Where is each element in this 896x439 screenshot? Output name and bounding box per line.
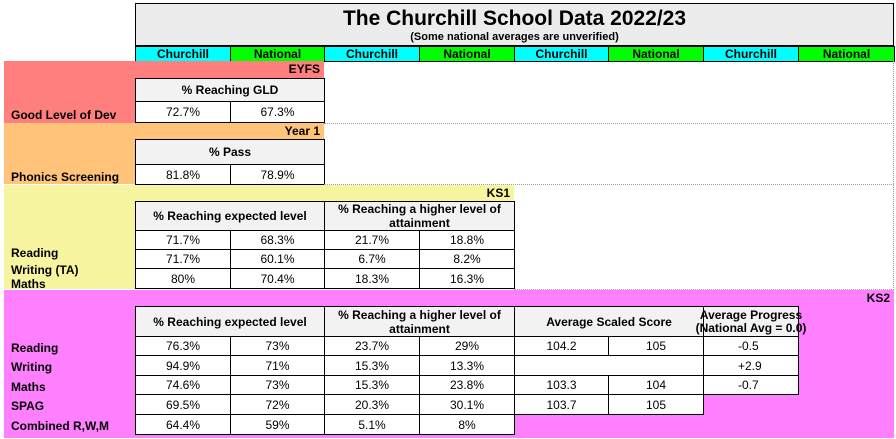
gridline: [324, 123, 894, 124]
ks1-value-cell: 68.3%: [230, 230, 325, 250]
ks2-value-cell: 15.3%: [324, 375, 420, 395]
column-header-churchill: Churchill: [514, 46, 609, 62]
ks1-value-cell: 18.3%: [324, 268, 420, 289]
ks2-scaled-value-cell: 103.7: [514, 394, 609, 415]
ks1-value-cell: 80%: [135, 268, 231, 289]
ks2-row-label: Reading: [11, 341, 59, 355]
ks2-title: KS2: [866, 291, 890, 305]
eyfs-row-label: Good Level of Dev: [11, 108, 117, 122]
ks1-row-label: Writing (TA): [11, 263, 79, 277]
gridline: [324, 184, 894, 185]
ks1-row-label: Reading: [11, 246, 59, 260]
ks2-scaled-value-cell: 103.3: [514, 375, 609, 395]
ks2-value-cell: 59%: [230, 414, 325, 435]
ks2-value-cell: 94.9%: [135, 355, 231, 376]
ks2-row-label: SPAG: [11, 399, 45, 413]
column-header-churchill: Churchill: [135, 46, 231, 62]
ks1-value-cell: 8.2%: [419, 249, 515, 269]
ks1-row-label: Maths: [11, 277, 46, 291]
ks2-value-cell: 23.7%: [324, 336, 420, 356]
ks2-value-cell: 71%: [230, 355, 325, 376]
ks2-value-cell: 73%: [230, 375, 325, 395]
ks1-value-cell: 18.8%: [419, 230, 515, 250]
ks2-value-cell: 20.3%: [324, 394, 420, 415]
ks2-scaled-empty-cell: [514, 355, 704, 376]
page-subtitle: (Some national averages are unverified): [410, 31, 619, 43]
ks2-scaled-value-cell: 105: [608, 336, 704, 356]
ks2-row-label: Maths: [11, 380, 46, 394]
ks2-header-higher: % Reaching a higher level of attainment: [324, 306, 515, 337]
ks2-value-cell: 30.1%: [419, 394, 515, 415]
ks2-value-cell: 64.4%: [135, 414, 231, 435]
gridline: [893, 61, 894, 290]
year1-row-label: Phonics Screening: [11, 170, 120, 184]
ks2-progress-value-cell: -0.7: [703, 375, 799, 395]
ks2-progress-note: (National Avg = 0.0): [695, 320, 807, 335]
ks1-value-cell: 21.7%: [324, 230, 420, 250]
year1-national-value: 78.9%: [230, 164, 325, 185]
ks1-value-cell: 6.7%: [324, 249, 420, 269]
ks2-scaled-value-cell: 104.2: [514, 336, 609, 356]
ks1-value-cell: 71.7%: [135, 249, 231, 269]
ks1-value-cell: 71.7%: [135, 230, 231, 250]
column-header-national: National: [608, 46, 704, 62]
column-header-churchill: Churchill: [324, 46, 420, 62]
ks2-progress-value-cell: +2.9: [703, 355, 799, 376]
ks2-value-cell: 73%: [230, 336, 325, 356]
year1-title: Year 1: [284, 124, 320, 138]
eyfs-header: % Reaching GLD: [135, 78, 325, 102]
eyfs-churchill-value: 72.7%: [135, 101, 231, 123]
ks2-row-label: Writing: [11, 360, 53, 374]
ks1-header-expected: % Reaching expected level: [135, 201, 325, 231]
ks2-value-cell: 69.5%: [135, 394, 231, 415]
eyfs-title: EYFS: [288, 62, 320, 76]
ks2-progress-title: Average Progress: [699, 307, 803, 322]
ks2-value-cell: 29%: [419, 336, 515, 356]
ks2-value-cell: 8%: [419, 414, 515, 435]
year1-header: % Pass: [135, 139, 325, 165]
column-header-churchill: Churchill: [703, 46, 799, 62]
ks2-scaled-value-cell: 105: [608, 394, 704, 415]
ks2-header-scaled: Average Scaled Score: [514, 306, 704, 337]
ks2-value-cell: 5.1%: [324, 414, 420, 435]
year1-churchill-value: 81.8%: [135, 164, 231, 185]
ks2-value-cell: 13.3%: [419, 355, 515, 376]
page-title: The Churchill School Data 2022/23: [342, 7, 687, 30]
ks1-value-cell: 60.1%: [230, 249, 325, 269]
gridline: [514, 289, 894, 290]
ks1-header-higher: % Reaching a higher level of attainment: [324, 201, 515, 231]
column-header-national: National: [798, 46, 895, 62]
ks2-value-cell: 15.3%: [324, 355, 420, 376]
ks1-value-cell: 16.3%: [419, 268, 515, 289]
column-header-national: National: [419, 46, 515, 62]
ks2-header-progress: Average Progress (National Avg = 0.0): [696, 306, 806, 337]
ks2-header-expected: % Reaching expected level: [135, 306, 325, 337]
ks1-title: KS1: [486, 186, 510, 200]
ks2-value-cell: 72%: [230, 394, 325, 415]
ks2-value-cell: 23.8%: [419, 375, 515, 395]
ks1-value-cell: 70.4%: [230, 268, 325, 289]
eyfs-national-value: 67.3%: [230, 101, 325, 123]
ks2-value-cell: 76.3%: [135, 336, 231, 356]
ks2-progress-value-cell: -0.5: [703, 336, 799, 356]
ks2-row-label: Combined R,W,M: [11, 419, 109, 433]
title-block: The Churchill School Data 2022/23 (Some …: [135, 3, 894, 46]
ks2-value-cell: 74.6%: [135, 375, 231, 395]
ks2-scaled-value-cell: 104: [608, 375, 704, 395]
column-header-national: National: [230, 46, 325, 62]
